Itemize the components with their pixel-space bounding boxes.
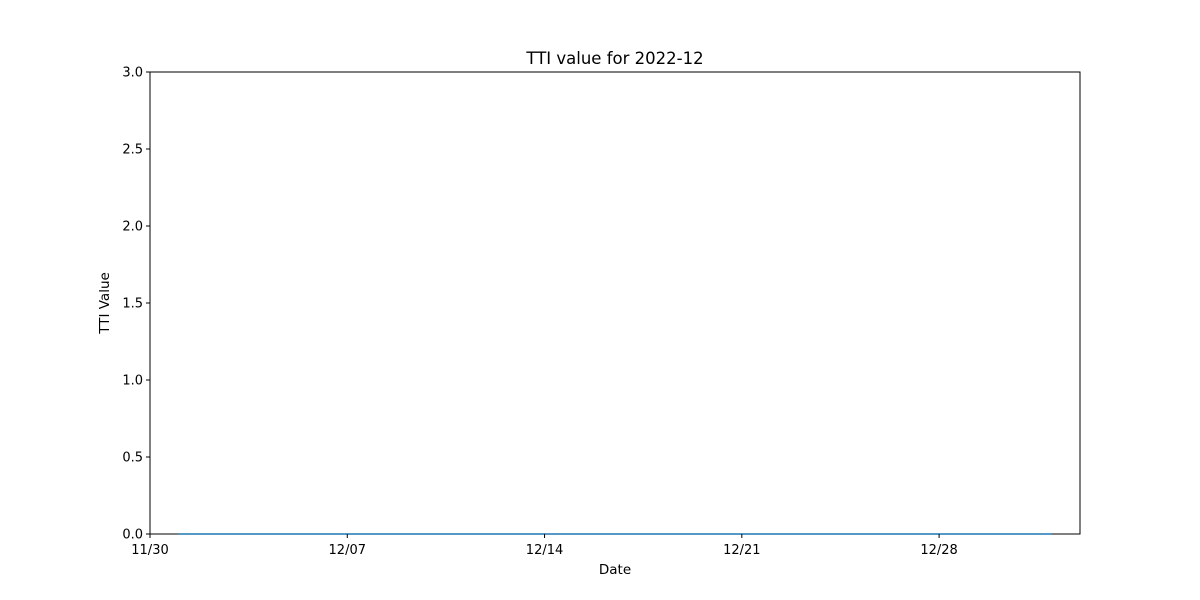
y-tick-label: 2.0 (122, 220, 143, 235)
x-axis: 11/30 12/07 12/14 12/21 12/28 (131, 534, 958, 558)
y-tick-label: 2.5 (122, 143, 143, 158)
x-tick-label: 12/07 (329, 543, 366, 558)
plot-area (149, 71, 1081, 535)
plot-frame (149, 71, 1081, 535)
x-tick-label: 11/30 (131, 543, 168, 558)
x-axis-label: Date (599, 562, 631, 578)
chart-title: TTI value for 2022-12 (525, 49, 703, 68)
y-tick-label: 1.0 (122, 374, 143, 389)
y-tick-label: 0.5 (122, 451, 143, 466)
x-tick-label: 12/21 (723, 543, 760, 558)
y-axis-label: TTI Value (97, 272, 113, 335)
y-tick-label: 1.5 (122, 297, 143, 312)
y-axis: 0.0 0.5 1.0 1.5 2.0 2.5 3.0 (122, 66, 150, 543)
y-tick-label: 0.0 (122, 528, 143, 543)
y-tick-label: 3.0 (122, 66, 143, 81)
x-tick-label: 12/28 (920, 543, 957, 558)
x-tick-label: 12/14 (526, 543, 563, 558)
